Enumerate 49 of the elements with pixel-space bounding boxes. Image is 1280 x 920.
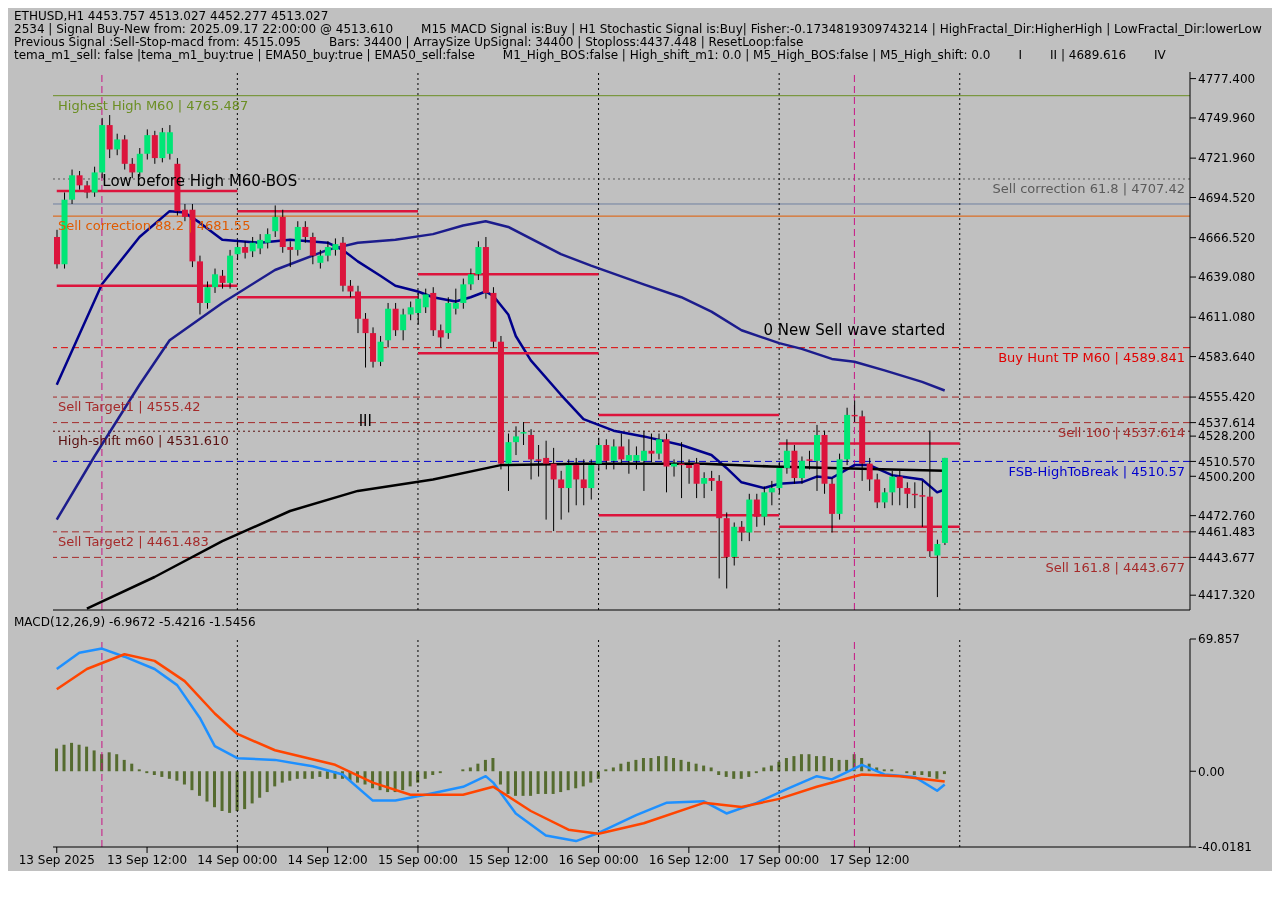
ref-line-label: Sell 161.8 | 4443.677 — [1045, 559, 1185, 575]
y-tick-label: 4639.080 — [1198, 270, 1256, 285]
y-tick-label: 4611.080 — [1198, 310, 1256, 325]
y-tick-label: 4461.483 — [1198, 525, 1256, 540]
annotation: 0 New Sell wave started — [763, 321, 946, 340]
y-tick-label: 4417.320 — [1198, 588, 1256, 603]
y-tick-label: 0.00 — [1198, 764, 1225, 779]
y-tick-label: 4666.520 — [1198, 230, 1256, 245]
text: tema_m1_sell: false |tema_m1_buy:true | EMA50_buy:true | EMA50_sell:false — [14, 48, 475, 62]
text: I — [1018, 48, 1023, 62]
text: 2534 | Signal Buy-New from: 2025.09.17 22:00:00 @ 4513.610 — [14, 22, 394, 36]
y-tick-label: 4777.400 — [1198, 71, 1256, 86]
x-tick-label: 13 Sep 12:00 — [107, 852, 188, 867]
x-tick-label: 17 Sep 12:00 — [829, 852, 910, 867]
y-tick-label: 4749.960 — [1198, 111, 1256, 126]
x-tick-label: 17 Sep 00:00 — [739, 852, 820, 867]
ref-line-label: Buy Hunt TP M60 | 4589.841 — [998, 349, 1185, 365]
x-tick-label: 15 Sep 00:00 — [377, 852, 459, 867]
chart-title: MACD(12,26,9) -6.9672 -5.4216 -1.5456 — [14, 615, 257, 629]
y-tick-label: 69.857 — [1198, 632, 1240, 647]
ref-line-label: Sell 100 | 4537.614 — [1057, 424, 1185, 440]
chart-title: ETHUSD,H1 4453.757 4513.027 4452.277 4513.027 — [14, 9, 330, 23]
y-tick-label: 4510.570 — [1198, 454, 1256, 469]
ref-line-label: FSB-HighToBreak | 4510.57 — [1008, 463, 1185, 479]
y-tick-label: 4694.520 — [1198, 190, 1256, 205]
text: IV — [1154, 48, 1166, 62]
y-tick-label: 4583.640 — [1198, 349, 1256, 364]
y-tick-label: 4528.200 — [1198, 429, 1256, 444]
text: M15 MACD Signal is:Buy | H1 Stochastic Signal is:Buy| Fisher:-0.1734819309743214 | HighFractal_Dir:HigherHigh | LowFractal_Dir:lowerLow — [421, 22, 1262, 36]
y-tick-label: 4537.614 — [1198, 415, 1256, 430]
x-tick-label: 14 Sep 00:00 — [197, 852, 278, 867]
ref-line-label: Sell Target2 | 4461.483 — [58, 534, 209, 550]
text: M1_High_BOS:false | High_shift_m1: 0.0 | M5_High_BOS:false | M5_High_shift: 0.0 — [502, 48, 991, 62]
text: II | 4689.616 — [1050, 48, 1127, 62]
y-tick-label: 4500.200 — [1198, 469, 1256, 484]
y-tick-label: 4721.960 — [1198, 151, 1256, 166]
x-tick-label: 16 Sep 12:00 — [648, 852, 729, 867]
y-tick-label: -40.0181 — [1198, 840, 1252, 855]
y-tick-label: 4472.760 — [1198, 508, 1256, 523]
text: Previous Signal :Sell-Stop-macd from: 4515.095 — [14, 35, 301, 49]
x-tick-label: 14 Sep 12:00 — [287, 852, 368, 867]
x-tick-label: 16 Sep 00:00 — [558, 852, 639, 867]
text: Bars: 34400 | ArraySize UpSignal: 34400 | Stoploss:4437.448 | ResetLoop:false — [328, 35, 804, 49]
x-tick-label: 13 Sep 2025 — [18, 852, 95, 867]
ref-line-label: Highest High M60 | 4765.487 — [58, 97, 249, 113]
ref-line-label: Sell correction 61.8 | 4707.42 — [992, 181, 1185, 197]
y-tick-label: 4443.677 — [1198, 550, 1256, 565]
y-tick-label: 4555.420 — [1198, 390, 1256, 405]
x-tick-label: 15 Sep 12:00 — [468, 852, 549, 867]
